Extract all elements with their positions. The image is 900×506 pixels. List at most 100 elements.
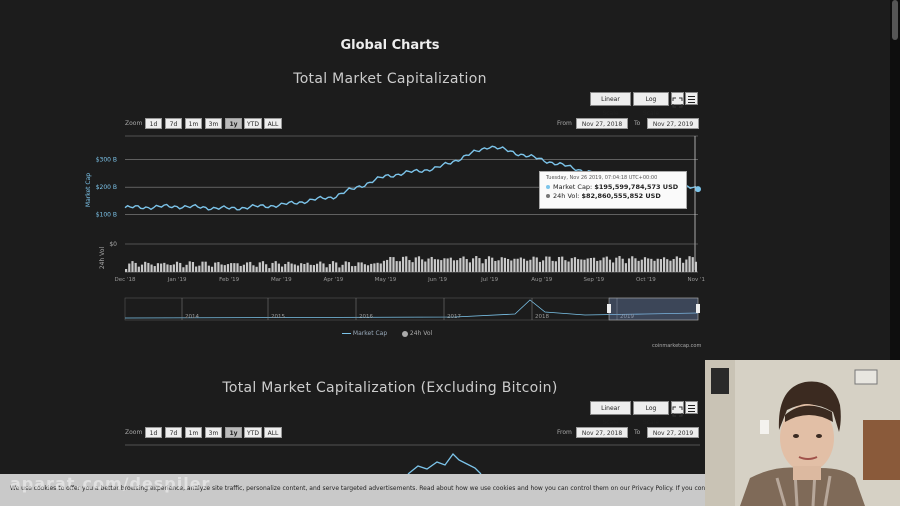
tooltip-vol-value: $82,860,555,852 USD (581, 192, 661, 200)
log-scale-button[interactable]: Log Scale (633, 92, 669, 117)
volume-bar (185, 264, 188, 272)
volume-bar (542, 260, 545, 272)
volume-bar (551, 260, 554, 272)
zoom-3m-button[interactable]: 3m (205, 118, 222, 129)
to-label-2: To (634, 429, 641, 436)
volume-bar (363, 264, 366, 272)
excluding-bitcoin-chart[interactable] (125, 440, 700, 476)
linear-scale-button-2[interactable]: Linear Scale (590, 401, 631, 426)
x-tick-label: Nov '19 (688, 277, 706, 283)
volume-bar (265, 264, 268, 272)
volume-bar (201, 261, 204, 272)
x-tick-label: Mar '19 (271, 277, 292, 283)
volume-bar (233, 263, 236, 272)
zoom-1y-button[interactable]: 1y (225, 118, 242, 129)
page-scrollbar[interactable] (890, 0, 900, 506)
navigator-handle-left (607, 304, 611, 313)
credit-link[interactable]: coinmarketcap.com (652, 343, 702, 349)
volume-bar (522, 258, 526, 272)
volume-bar (408, 260, 411, 272)
volume-bar (589, 257, 592, 272)
volume-bar (462, 256, 465, 272)
navigator-year-label: 2014 (185, 314, 199, 320)
volume-bar (592, 257, 596, 272)
zoom-1d-button-2[interactable]: 1d (145, 427, 162, 438)
legend-market-cap[interactable]: Market Cap (342, 330, 387, 337)
to-date-input-2[interactable]: Nov 27, 2019 (647, 427, 699, 438)
volume-bar (290, 263, 293, 272)
volume-bar (554, 261, 557, 272)
fullscreen-icon-2[interactable] (671, 401, 684, 417)
volume-bar (481, 263, 484, 272)
volume-bar (564, 260, 567, 272)
x-tick-label: Aug '19 (531, 277, 552, 283)
zoom-1m-button-2[interactable]: 1m (185, 427, 202, 438)
zoom-ytd-button-2[interactable]: YTD (244, 427, 262, 438)
volume-bar (360, 262, 363, 272)
volume-bar (577, 259, 580, 272)
volume-bar (456, 260, 459, 272)
volume-bar (507, 259, 510, 272)
zoom-7d-button[interactable]: 7d (165, 118, 182, 129)
x-tick-label: Feb '19 (219, 277, 239, 283)
volume-bar (526, 260, 529, 272)
volume-bar (271, 262, 274, 272)
x-tick-label: Jun '19 (427, 277, 447, 283)
volume-bar (392, 257, 395, 272)
volume-bar (570, 258, 573, 272)
volume-bar (322, 263, 325, 272)
from-date-input[interactable]: Nov 27, 2018 (576, 118, 628, 129)
volume-bar (223, 265, 226, 272)
zoom-all-button[interactable]: ALL (264, 118, 282, 129)
volume-bar (182, 267, 185, 272)
volume-bar (169, 265, 172, 272)
volume-bar (277, 263, 280, 272)
zoom-7d-button-2[interactable]: 7d (165, 427, 182, 438)
menu-icon-2[interactable] (685, 401, 698, 414)
volume-bar (160, 263, 163, 272)
volume-bar (217, 262, 220, 272)
volume-bar (357, 262, 360, 272)
zoom-ytd-button[interactable]: YTD (244, 118, 262, 129)
volume-bar (459, 258, 462, 272)
linear-scale-button[interactable]: Linear Scale (590, 92, 631, 117)
log-scale-button-2[interactable]: Log Scale (633, 401, 669, 426)
to-date-input[interactable]: Nov 27, 2019 (647, 118, 699, 129)
navigator-selection (608, 297, 699, 321)
volume-bar (659, 259, 662, 272)
volume-bar (306, 262, 309, 272)
series-line-excluding-bitcoin (407, 453, 482, 475)
volume-bar (261, 261, 265, 272)
volume-bar (147, 262, 150, 272)
volume-bar (691, 257, 694, 272)
volume-bar (312, 265, 316, 272)
volume-bar (287, 261, 290, 272)
volume-bar (134, 262, 137, 272)
zoom-1m-button[interactable]: 1m (185, 118, 202, 129)
volume-bar (561, 256, 564, 272)
zoom-all-button-2[interactable]: ALL (264, 427, 282, 438)
volume-bar (255, 266, 258, 272)
x-tick-label: Dec '18 (115, 277, 136, 283)
volume-bar (605, 256, 608, 272)
from-date-input-2[interactable]: Nov 27, 2018 (576, 427, 628, 438)
x-tick-label: Jan '19 (167, 277, 187, 283)
volume-bar (669, 260, 672, 272)
volume-bar (303, 263, 306, 272)
scrollbar-thumb[interactable] (892, 0, 898, 40)
volume-bar (379, 263, 382, 272)
zoom-1d-button[interactable]: 1d (145, 118, 162, 129)
zoom-1y-button-2[interactable]: 1y (225, 427, 242, 438)
volume-bar (621, 258, 624, 272)
menu-icon[interactable] (685, 92, 698, 105)
dot-swatch-icon (402, 330, 408, 337)
fullscreen-icon[interactable] (671, 92, 684, 108)
volume-bar (195, 266, 198, 272)
volume-bar (612, 262, 615, 272)
volume-bar (172, 264, 175, 272)
volume-bar (675, 256, 678, 272)
legend-24h-vol[interactable]: 24h Vol (402, 330, 432, 337)
zoom-3m-button-2[interactable]: 3m (205, 427, 222, 438)
